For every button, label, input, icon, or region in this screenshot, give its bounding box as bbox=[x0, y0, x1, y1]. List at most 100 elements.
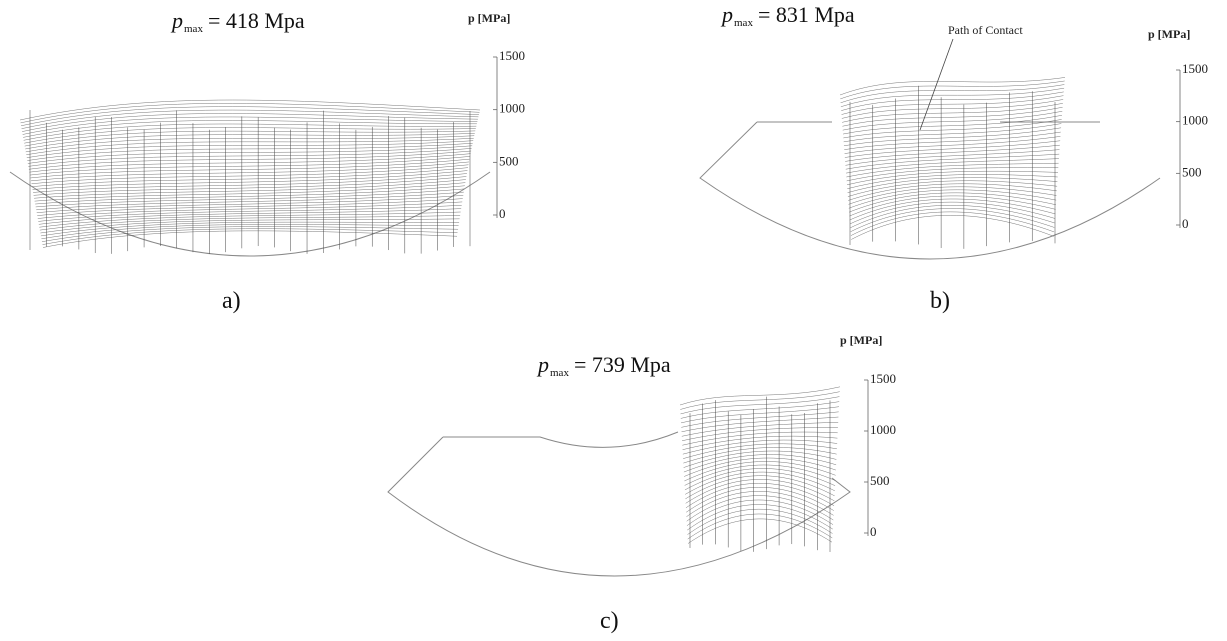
title-symbol: p bbox=[170, 8, 183, 33]
pressure-line bbox=[680, 401, 840, 419]
tick-label: 1000 bbox=[499, 101, 525, 116]
pressure-line bbox=[687, 504, 833, 531]
pressure-line bbox=[841, 99, 1064, 119]
pressure-line bbox=[845, 144, 1060, 162]
pressure-line bbox=[35, 185, 465, 205]
pressure-line bbox=[849, 198, 1056, 221]
pressure-line bbox=[30, 158, 470, 179]
pressure-line bbox=[36, 195, 464, 213]
pressure-line bbox=[681, 416, 839, 433]
pressure-line bbox=[682, 427, 838, 441]
pressure-line bbox=[42, 228, 458, 245]
pressure-line bbox=[683, 454, 837, 473]
pressure-line bbox=[38, 208, 462, 225]
panel-label: b) bbox=[930, 288, 950, 314]
pressure-line bbox=[26, 140, 474, 158]
pressure-line bbox=[851, 215, 1054, 240]
tick-label: 500 bbox=[1182, 164, 1202, 179]
pressure-line bbox=[37, 198, 463, 216]
pressure-line bbox=[846, 167, 1059, 182]
tick-label: 1000 bbox=[870, 422, 896, 437]
panel-label: a) bbox=[222, 288, 241, 314]
pressure-line bbox=[34, 179, 466, 199]
pressure-line bbox=[687, 508, 833, 535]
pressure-line bbox=[683, 443, 837, 459]
pressure-line bbox=[34, 182, 466, 202]
pressure-line bbox=[29, 156, 471, 176]
pressure-line bbox=[839, 77, 1066, 96]
pressure-line bbox=[679, 386, 841, 406]
panel-title: pmax = 739 Mpa bbox=[536, 352, 671, 379]
title-subscript: max bbox=[734, 17, 753, 29]
tick-label: 0 bbox=[1182, 216, 1189, 231]
pressure-line bbox=[850, 205, 1055, 229]
pressure-line bbox=[37, 201, 463, 219]
pressure-line bbox=[845, 153, 1060, 170]
pressure-line bbox=[842, 107, 1063, 127]
pressure-line bbox=[848, 189, 1057, 209]
pressure-line bbox=[684, 468, 836, 491]
pressure-line bbox=[39, 211, 461, 228]
pressure-line bbox=[33, 176, 467, 196]
pressure-line bbox=[684, 461, 836, 482]
tick-label: 0 bbox=[870, 524, 877, 539]
pressure-line bbox=[683, 450, 837, 468]
pressure-line bbox=[842, 103, 1063, 123]
pressure-line bbox=[686, 499, 834, 526]
pressure-line bbox=[41, 224, 459, 240]
pressure-line bbox=[39, 215, 461, 231]
pressure-line bbox=[23, 120, 477, 138]
title-value: = 739 Mpa bbox=[574, 352, 671, 377]
pressure-line bbox=[681, 411, 839, 428]
pressure-line bbox=[680, 396, 840, 415]
pressure-line bbox=[682, 431, 838, 446]
tick-label: 1500 bbox=[870, 371, 896, 386]
pressure-line bbox=[687, 513, 833, 540]
pressure-line bbox=[686, 491, 834, 517]
pressure-line bbox=[849, 192, 1056, 213]
pressure-line bbox=[845, 149, 1060, 166]
pressure-line bbox=[33, 173, 467, 193]
pressure-line bbox=[38, 205, 462, 222]
pressure-line bbox=[847, 177, 1058, 193]
pressure-line bbox=[19, 99, 481, 121]
pressure-line bbox=[31, 164, 469, 184]
pressure-line bbox=[846, 162, 1059, 178]
pressure-line bbox=[685, 475, 835, 500]
annotation-leader bbox=[919, 38, 954, 131]
pressure-line bbox=[22, 116, 478, 135]
pressure-line bbox=[842, 111, 1063, 131]
pressure-line bbox=[682, 439, 838, 455]
title-symbol: p bbox=[720, 2, 733, 27]
pressure-line bbox=[40, 221, 460, 237]
pressure-line bbox=[682, 435, 838, 450]
tooth-outline bbox=[9, 171, 491, 257]
pressure-line bbox=[28, 150, 472, 170]
pressure-line bbox=[840, 84, 1065, 104]
pressure-line bbox=[30, 161, 470, 182]
pressure-line bbox=[844, 136, 1061, 154]
pressure-line bbox=[685, 479, 835, 504]
pressure-line bbox=[684, 464, 836, 486]
tick-label: 0 bbox=[499, 206, 506, 221]
axis-label: p [MPa] bbox=[840, 333, 882, 347]
pressure-line bbox=[680, 391, 840, 410]
pressure-line bbox=[27, 145, 473, 164]
tick-label: 1500 bbox=[499, 48, 525, 63]
pressure-line bbox=[841, 91, 1064, 111]
tick-label: 500 bbox=[870, 473, 890, 488]
pressure-line bbox=[25, 133, 475, 150]
pressure-line bbox=[848, 186, 1057, 205]
pressure-line bbox=[840, 87, 1065, 107]
pressure-line bbox=[36, 191, 464, 211]
pressure-line bbox=[848, 183, 1057, 201]
tick-label: 1500 bbox=[1182, 61, 1208, 76]
tick-label: 500 bbox=[499, 153, 519, 168]
tick-label: 1000 bbox=[1182, 113, 1208, 128]
pressure-line bbox=[849, 201, 1056, 225]
panel: pmax = 418 Mpa p [MPa] 0 500 1000 1500 a) bbox=[9, 8, 525, 314]
pressure-line bbox=[25, 135, 475, 153]
title-symbol: p bbox=[536, 352, 549, 377]
pressure-line bbox=[847, 174, 1058, 189]
